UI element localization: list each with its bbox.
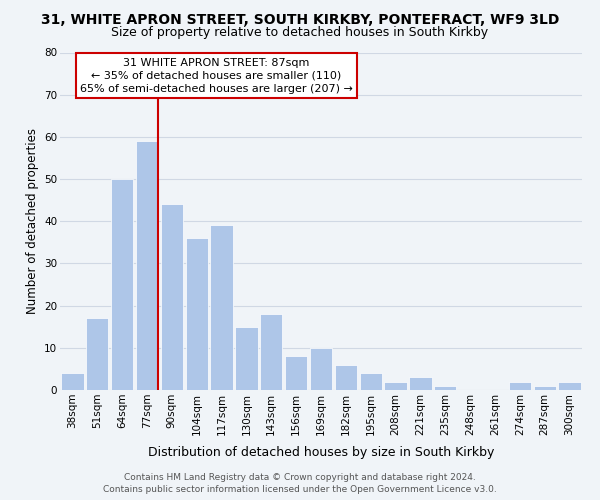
Bar (533, 386, 556, 390)
Bar (310, 348, 332, 390)
Text: 31, WHITE APRON STREET, SOUTH KIRKBY, PONTEFRACT, WF9 3LD: 31, WHITE APRON STREET, SOUTH KIRKBY, PO… (41, 12, 559, 26)
Bar (260, 314, 283, 390)
Text: 31 WHITE APRON STREET: 87sqm
← 35% of detached houses are smaller (110)
65% of s: 31 WHITE APRON STREET: 87sqm ← 35% of de… (80, 58, 353, 94)
Bar (136, 141, 158, 390)
Text: Size of property relative to detached houses in South Kirkby: Size of property relative to detached ho… (112, 26, 488, 39)
Bar (111, 179, 133, 390)
Bar (409, 378, 431, 390)
Bar (161, 204, 183, 390)
Bar (86, 318, 109, 390)
X-axis label: Distribution of detached houses by size in South Kirkby: Distribution of detached houses by size … (148, 446, 494, 459)
Bar (185, 238, 208, 390)
Y-axis label: Number of detached properties: Number of detached properties (26, 128, 38, 314)
Bar (235, 326, 257, 390)
Bar (211, 226, 233, 390)
Bar (509, 382, 531, 390)
Bar (285, 356, 307, 390)
Bar (559, 382, 581, 390)
Text: Contains HM Land Registry data © Crown copyright and database right 2024.
Contai: Contains HM Land Registry data © Crown c… (103, 472, 497, 494)
Bar (61, 373, 83, 390)
Bar (335, 364, 357, 390)
Bar (385, 382, 407, 390)
Bar (434, 386, 457, 390)
Bar (359, 373, 382, 390)
